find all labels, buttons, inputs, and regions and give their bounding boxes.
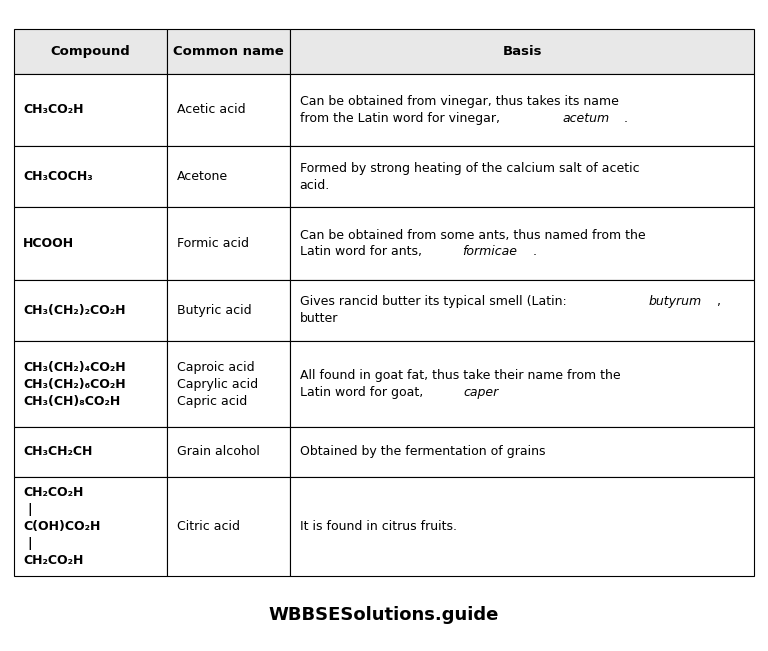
Text: Formed by strong heating of the calcium salt of acetic: Formed by strong heating of the calcium … xyxy=(300,161,639,174)
Bar xyxy=(167,477,290,576)
Text: All found in goat fat, thus take their name from the: All found in goat fat, thus take their n… xyxy=(300,369,620,382)
Bar xyxy=(14,74,167,146)
Text: CH₃(CH₂)₂CO₂H: CH₃(CH₂)₂CO₂H xyxy=(23,304,125,317)
Bar xyxy=(290,341,754,427)
Text: Compound: Compound xyxy=(51,45,131,58)
Bar xyxy=(167,74,290,146)
Bar xyxy=(14,208,167,279)
Text: .: . xyxy=(624,111,627,124)
Text: Butyric acid: Butyric acid xyxy=(177,304,251,317)
Text: Can be obtained from vinegar, thus takes its name: Can be obtained from vinegar, thus takes… xyxy=(300,94,618,107)
Bar xyxy=(290,279,754,341)
Text: WBBSESolutions.guide: WBBSESolutions.guide xyxy=(269,606,499,624)
Bar xyxy=(14,341,167,427)
Text: HCOOH: HCOOH xyxy=(23,237,74,250)
Text: CH₃CH₂CH: CH₃CH₂CH xyxy=(23,445,92,458)
Bar xyxy=(290,427,754,477)
Text: It is found in citrus fruits.: It is found in citrus fruits. xyxy=(300,520,456,533)
Text: Acetone: Acetone xyxy=(177,170,228,183)
Bar xyxy=(14,146,167,208)
Text: |: | xyxy=(28,537,32,550)
Bar xyxy=(290,29,754,74)
Bar xyxy=(290,477,754,576)
Text: acetum: acetum xyxy=(563,111,610,124)
Text: CH₃(CH)₈CO₂H: CH₃(CH)₈CO₂H xyxy=(23,395,121,408)
Text: butyrum: butyrum xyxy=(649,296,702,309)
Text: ,: , xyxy=(717,296,721,309)
Text: Can be obtained from some ants, thus named from the: Can be obtained from some ants, thus nam… xyxy=(300,229,645,242)
Text: Caprylic acid: Caprylic acid xyxy=(177,378,258,391)
Bar xyxy=(167,427,290,477)
Bar xyxy=(167,341,290,427)
Text: Gives rancid butter its typical smell (Latin:: Gives rancid butter its typical smell (L… xyxy=(300,296,571,309)
Text: Latin word for ants,: Latin word for ants, xyxy=(300,245,425,258)
Text: CH₃CO₂H: CH₃CO₂H xyxy=(23,103,84,116)
Text: Caproic acid: Caproic acid xyxy=(177,361,254,374)
Bar xyxy=(290,146,754,208)
Text: caper: caper xyxy=(464,386,499,399)
Text: Common name: Common name xyxy=(174,45,284,58)
Text: CH₃COCH₃: CH₃COCH₃ xyxy=(23,170,93,183)
Text: CH₂CO₂H: CH₂CO₂H xyxy=(23,486,84,499)
Text: Grain alcohol: Grain alcohol xyxy=(177,445,260,458)
Text: formicae: formicae xyxy=(462,245,517,258)
Text: Latin word for goat,: Latin word for goat, xyxy=(300,386,427,399)
Text: CH₃(CH₂)₄CO₂H: CH₃(CH₂)₄CO₂H xyxy=(23,361,126,374)
Text: butter: butter xyxy=(300,312,338,326)
Bar xyxy=(290,74,754,146)
Text: from the Latin word for vinegar,: from the Latin word for vinegar, xyxy=(300,111,504,124)
Text: Basis: Basis xyxy=(502,45,542,58)
Bar xyxy=(290,208,754,279)
Text: Obtained by the fermentation of grains: Obtained by the fermentation of grains xyxy=(300,445,545,458)
Text: C(OH)CO₂H: C(OH)CO₂H xyxy=(23,520,101,533)
Text: Formic acid: Formic acid xyxy=(177,237,249,250)
Bar xyxy=(167,146,290,208)
Bar xyxy=(14,477,167,576)
Text: Citric acid: Citric acid xyxy=(177,520,240,533)
Bar xyxy=(167,279,290,341)
Bar xyxy=(167,29,290,74)
Text: CH₃(CH₂)₆CO₂H: CH₃(CH₂)₆CO₂H xyxy=(23,378,126,391)
Text: |: | xyxy=(28,503,32,516)
Bar xyxy=(167,208,290,279)
Text: .: . xyxy=(533,245,537,258)
Bar xyxy=(14,29,167,74)
Text: CH₂CO₂H: CH₂CO₂H xyxy=(23,554,84,567)
Bar xyxy=(14,427,167,477)
Bar xyxy=(14,279,167,341)
Text: Capric acid: Capric acid xyxy=(177,395,247,408)
Text: Acetic acid: Acetic acid xyxy=(177,103,245,116)
Text: acid.: acid. xyxy=(300,178,329,191)
